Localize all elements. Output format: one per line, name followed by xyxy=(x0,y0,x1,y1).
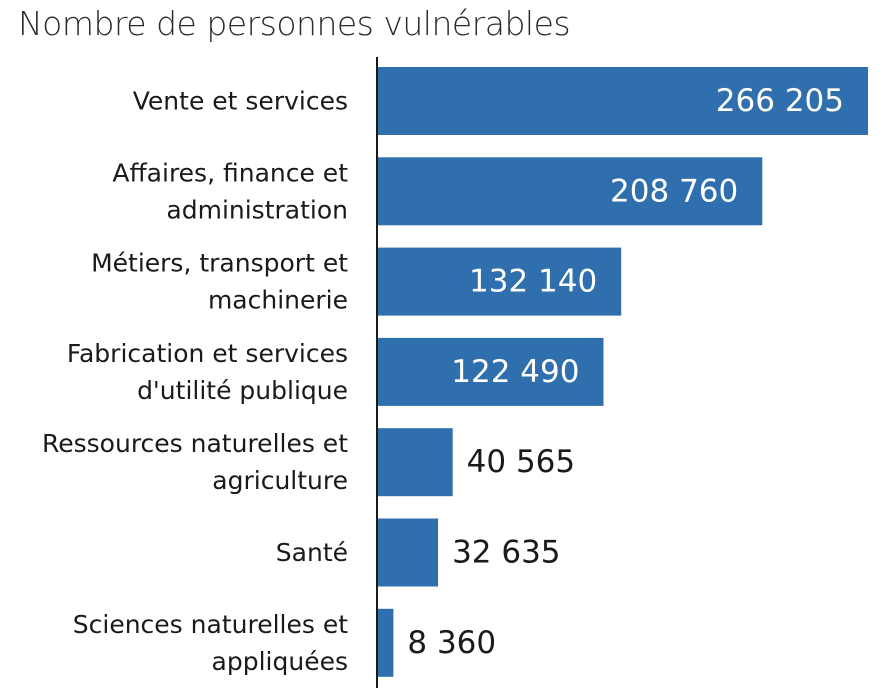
bar xyxy=(378,157,763,226)
category-label: Affaires, finance et xyxy=(112,158,348,187)
bar xyxy=(378,67,868,135)
chart-title: Nombre de personnes vulnérables xyxy=(18,4,571,43)
bar xyxy=(378,337,604,406)
category-label: Vente et services xyxy=(133,87,348,116)
bar xyxy=(378,608,394,677)
category-label: d'utilité publique xyxy=(137,376,348,405)
bar xyxy=(378,428,453,497)
value-label: 208 760 xyxy=(610,173,738,209)
category-label: Ressources naturelles et xyxy=(42,429,348,458)
category-label: appliquées xyxy=(212,647,348,676)
category-label: Fabrication et services xyxy=(67,339,348,368)
value-label: 266 205 xyxy=(716,83,844,119)
category-label: Sciences naturelles et xyxy=(73,610,348,639)
category-label: Métiers, transport et xyxy=(91,249,348,278)
value-label: 122 490 xyxy=(451,354,579,390)
bar xyxy=(378,247,622,316)
bars-layer: Vente et services 266 205 Affaires, financ… xyxy=(42,67,868,677)
value-label: 132 140 xyxy=(469,264,597,300)
value-label: 8 360 xyxy=(407,625,496,661)
value-label: 32 635 xyxy=(452,535,560,571)
value-label: 40 565 xyxy=(467,444,575,480)
category-label: Santé xyxy=(276,538,348,567)
category-label: agriculture xyxy=(212,466,348,495)
category-label: machinerie xyxy=(208,286,348,315)
bar xyxy=(378,518,439,587)
category-label: administration xyxy=(166,195,348,224)
